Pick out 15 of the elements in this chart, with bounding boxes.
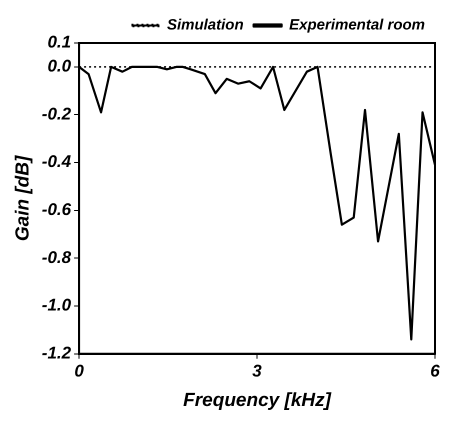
y-tick-label: -0.6 <box>42 200 72 220</box>
x-tick-label: 3 <box>252 362 262 381</box>
legend-label: Experimental room <box>289 16 426 34</box>
y-axis-title: Gain [dB] <box>12 154 34 242</box>
y-tick-label: -1.2 <box>42 343 72 362</box>
y-tick-label: -0.8 <box>42 248 72 267</box>
x-tick-label: 0 <box>74 362 84 381</box>
y-tick-label: -0.2 <box>42 104 72 124</box>
y-tick-label: 0.1 <box>47 32 72 52</box>
y-tick-label: 0.0 <box>47 56 72 76</box>
y-tick-label: -0.4 <box>42 152 72 172</box>
legend-label: Simulation <box>166 16 244 34</box>
x-axis-title: Frequency [kHz] <box>183 390 332 411</box>
x-tick-label: 6 <box>430 362 440 381</box>
y-tick-label: -1.0 <box>42 296 72 315</box>
